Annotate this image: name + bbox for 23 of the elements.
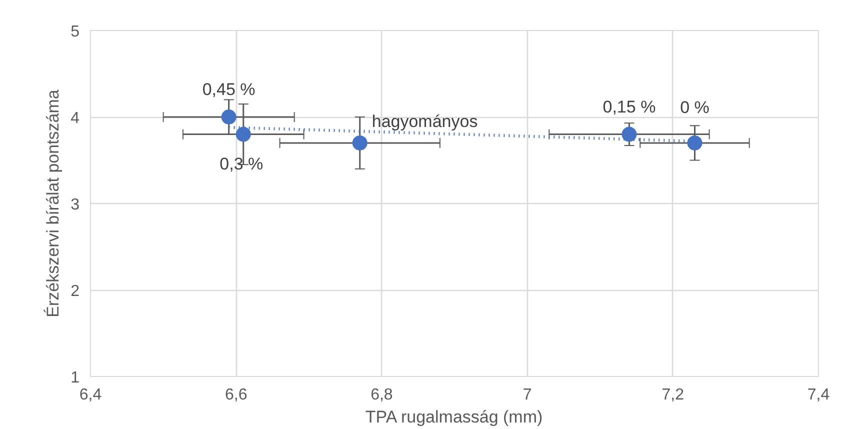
annotation: hagyományos bbox=[372, 112, 478, 131]
annotation: 0,45 % bbox=[202, 80, 256, 99]
annotation: 0,3 % bbox=[220, 154, 264, 174]
point bbox=[622, 126, 637, 142]
point bbox=[352, 135, 368, 150]
point bbox=[221, 110, 236, 124]
x-tick-label: 6,6 bbox=[224, 386, 248, 404]
y-axis-title: Érzékszervi bírálat pontszáma bbox=[44, 89, 63, 318]
x-tick-label: 7,4 bbox=[807, 386, 830, 404]
y-tick-label: 5 bbox=[70, 24, 80, 40]
annotation: 0 % bbox=[680, 98, 710, 117]
x-tick-label: 7 bbox=[522, 386, 532, 404]
annotation: 0,15 % bbox=[602, 97, 656, 116]
y-tick-label: 2 bbox=[70, 283, 80, 300]
x-tick-label: 7,2 bbox=[662, 386, 684, 404]
point bbox=[687, 135, 702, 150]
point bbox=[236, 126, 251, 142]
y-tick-label: 4 bbox=[70, 110, 80, 127]
x-tick-label: 6,4 bbox=[79, 386, 102, 404]
y-tick-label: 1 bbox=[70, 370, 80, 386]
x-tick-label: 6,8 bbox=[370, 386, 393, 404]
y-tick-label: 3 bbox=[70, 196, 80, 214]
x-axis-title: TPA rugalmasság (mm) bbox=[365, 408, 543, 426]
